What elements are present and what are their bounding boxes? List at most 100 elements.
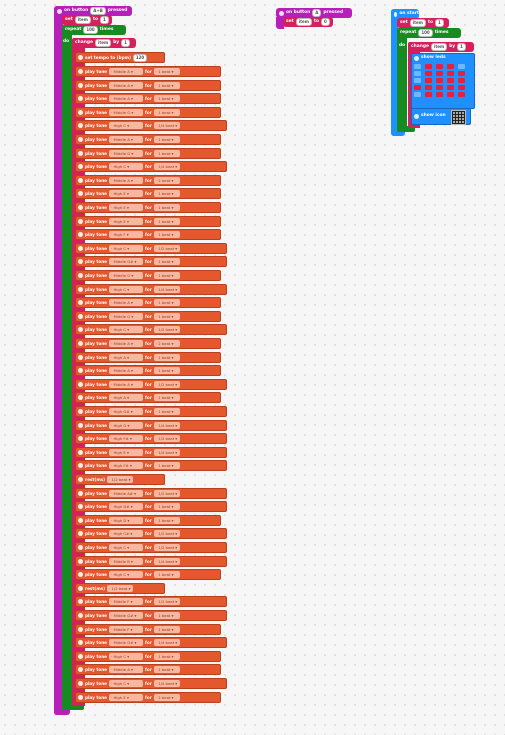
- note-dropdown[interactable]: · High A ▾: [109, 394, 144, 402]
- change-item-block[interactable]: change item by 1: [72, 38, 136, 48]
- led-cell[interactable]: [414, 85, 421, 90]
- note-dropdown[interactable]: · High E ▾: [109, 693, 144, 701]
- beat-dropdown[interactable]: · 1 beat ▾: [153, 108, 180, 116]
- led-cell[interactable]: [458, 71, 465, 76]
- play-tone-block[interactable]: play tone · High A ▾ for · 1 beat ▾: [75, 392, 221, 404]
- set-item-zero-block[interactable]: set item to 0: [283, 17, 333, 27]
- play-tone-block[interactable]: play tone · Middle G ▾ for · 1 beat ▾: [75, 147, 221, 159]
- beat-dropdown[interactable]: · 1 beat ▾: [153, 571, 180, 579]
- beat-dropdown[interactable]: · 1 beat ▾: [153, 217, 180, 225]
- play-tone-block[interactable]: play tone · Middle F ▾ for · 1 beat ▾: [75, 623, 221, 635]
- note-dropdown[interactable]: · Middle A ▾: [109, 176, 144, 184]
- led-cell[interactable]: [436, 85, 443, 90]
- play-tone-block[interactable]: play tone · Middle A ▾ for · 2 beat ▾: [75, 338, 221, 349]
- rest-duration-dropdown[interactable]: · 1/2 beat ▾: [107, 584, 134, 592]
- led-cell[interactable]: [458, 92, 465, 97]
- play-tone-block[interactable]: play tone · Middle G ▾ for · 1 beat ▾: [75, 270, 221, 281]
- led-cell[interactable]: [458, 78, 465, 83]
- play-tone-block[interactable]: play tone · High C ▾ for · 1 beat ▾: [75, 569, 221, 581]
- beat-dropdown[interactable]: · 1 beat ▾: [153, 612, 180, 619]
- led-cell[interactable]: [414, 71, 421, 76]
- play-tone-block[interactable]: play tone · High F# ▾ for · 1 beat ▾: [75, 460, 227, 472]
- beat-dropdown[interactable]: · 1 beat ▾: [153, 666, 180, 674]
- change-variable-dropdown[interactable]: item: [94, 39, 112, 47]
- note-dropdown[interactable]: · Middle A# ▾: [109, 489, 144, 497]
- icon-picker-dropdown[interactable]: [451, 110, 466, 125]
- note-dropdown[interactable]: · Middle A ▾: [109, 666, 144, 674]
- play-tone-block[interactable]: play tone · High C ▾ for · 1/2 beat ▾: [75, 542, 227, 553]
- change-value-input[interactable]: 1: [121, 39, 130, 47]
- play-tone-block[interactable]: play tone · Middle F ▾ for · 1/2 beat ▾: [75, 596, 227, 608]
- beat-dropdown[interactable]: · 1 beat ▾: [153, 353, 180, 361]
- play-tone-block[interactable]: play tone · High E ▾ for · 1/4 beat ▾: [75, 446, 227, 458]
- play-tone-block[interactable]: play tone · Middle A# ▾ for · 1/2 beat ▾: [75, 487, 227, 499]
- note-dropdown[interactable]: · High C ▾: [109, 285, 144, 293]
- play-tone-block[interactable]: play tone · High E ▾ for · 1 beat ▾: [75, 188, 221, 200]
- beat-dropdown[interactable]: · 1 beat ▾: [153, 68, 180, 75]
- repeat-block[interactable]: repeat 100 times: [62, 25, 126, 35]
- note-dropdown[interactable]: · Middle G ▾: [109, 312, 144, 320]
- beat-dropdown[interactable]: · 1 beat ▾: [153, 299, 180, 307]
- change-item-block-right[interactable]: change item by 1: [408, 42, 474, 52]
- note-dropdown[interactable]: · High E ▾: [109, 204, 144, 211]
- note-dropdown[interactable]: · Middle G# ▾: [109, 612, 144, 619]
- led-cell[interactable]: [425, 64, 432, 69]
- set-item-block-right[interactable]: set item to 1: [397, 18, 449, 28]
- beat-dropdown[interactable]: · 1 beat ▾: [153, 95, 180, 103]
- note-dropdown[interactable]: · High D ▾: [109, 516, 144, 524]
- tempo-value-input[interactable]: 120: [132, 53, 148, 62]
- note-dropdown[interactable]: · Middle G ▾: [109, 272, 144, 279]
- beat-dropdown[interactable]: · 1 beat ▾: [153, 136, 180, 143]
- play-tone-block[interactable]: play tone · High C ▾ for · 1/4 beat ▾: [75, 283, 227, 295]
- beat-dropdown[interactable]: · 1 beat ▾: [153, 312, 180, 320]
- set-tempo-block[interactable]: set tempo to (bpm) 120: [75, 52, 165, 63]
- beat-dropdown[interactable]: · 1 beat ▾: [153, 367, 180, 375]
- play-tone-block[interactable]: play tone · High F ▾ for · 1 beat ▾: [75, 229, 221, 241]
- play-tone-block[interactable]: play tone · Middle A ▾ for · 1 beat ▾: [75, 134, 221, 145]
- repeat-count-input[interactable]: 100: [418, 29, 433, 37]
- beat-dropdown[interactable]: · 1 beat ▾: [153, 258, 180, 266]
- note-dropdown[interactable]: · High G ▾: [109, 421, 144, 429]
- note-dropdown[interactable]: · Middle G# ▾: [109, 639, 144, 647]
- play-tone-block[interactable]: play tone · Middle A ▾ for · 1 beat ▾: [75, 93, 221, 105]
- play-tone-block[interactable]: play tone · Middle A ▾ for · 2 beat ▾: [75, 174, 221, 186]
- note-dropdown[interactable]: · High A ▾: [109, 353, 144, 361]
- note-dropdown[interactable]: · Middle A ▾: [109, 68, 144, 75]
- play-tone-block[interactable]: play tone · Middle A ▾ for · 1 beat ▾: [75, 664, 221, 676]
- note-dropdown[interactable]: · Middle A ▾: [109, 299, 144, 307]
- led-cell[interactable]: [425, 78, 432, 83]
- note-dropdown[interactable]: · High E ▾: [109, 448, 144, 456]
- led-cell[interactable]: [425, 85, 432, 90]
- beat-dropdown[interactable]: · 1/4 beat ▾: [153, 122, 180, 130]
- beat-dropdown[interactable]: · 1 beat ▾: [153, 394, 180, 402]
- beat-dropdown[interactable]: · 1/2 beat ▾: [153, 244, 180, 252]
- note-dropdown[interactable]: · Middle A ▾: [109, 95, 144, 103]
- note-dropdown[interactable]: · Middle G ▾: [109, 108, 144, 116]
- beat-dropdown[interactable]: · 1 beat ▾: [153, 272, 180, 279]
- set-value-input[interactable]: 0: [321, 18, 330, 26]
- beat-dropdown[interactable]: · 1/2 beat ▾: [153, 489, 180, 497]
- set-item-block[interactable]: set item to 1: [62, 15, 112, 25]
- play-tone-block[interactable]: play tone · High G# ▾ for · 1 beat ▾: [75, 406, 227, 417]
- note-dropdown[interactable]: · High C ▾: [109, 544, 144, 551]
- note-dropdown[interactable]: · High C ▾: [109, 122, 144, 130]
- led-cell[interactable]: [436, 64, 443, 69]
- rest-block[interactable]: rest(ms) · 1/2 beat ▾: [75, 474, 165, 485]
- play-tone-block[interactable]: play tone · High E ▾ for · 1 beat ▾: [75, 215, 221, 227]
- play-tone-block[interactable]: play tone · Middle A ▾ for · 1 beat ▾: [75, 79, 221, 91]
- play-tone-block[interactable]: play tone · High D# ▾ for · 1 beat ▾: [75, 501, 227, 513]
- repeat-block-right[interactable]: repeat 100 times: [397, 28, 461, 38]
- note-dropdown[interactable]: · High F# ▾: [109, 462, 144, 470]
- button-dropdown[interactable]: A+B: [90, 7, 106, 15]
- note-dropdown[interactable]: · Middle A ▾: [109, 380, 144, 388]
- note-dropdown[interactable]: · Middle B ▾: [109, 557, 144, 565]
- play-tone-block[interactable]: play tone · Middle G# ▾ for · 1 beat ▾: [75, 256, 227, 268]
- led-cell[interactable]: [447, 78, 454, 83]
- note-dropdown[interactable]: · High C ▾: [109, 652, 144, 660]
- note-dropdown[interactable]: · High G# ▾: [109, 408, 144, 415]
- beat-dropdown[interactable]: · 1 beat ▾: [153, 462, 180, 470]
- led-cell[interactable]: [458, 85, 465, 90]
- play-tone-block[interactable]: play tone · High E ▾ for · 2 beat ▾: [75, 691, 221, 703]
- beat-dropdown[interactable]: · 1/4 beat ▾: [153, 680, 180, 687]
- led-cell[interactable]: [414, 92, 421, 97]
